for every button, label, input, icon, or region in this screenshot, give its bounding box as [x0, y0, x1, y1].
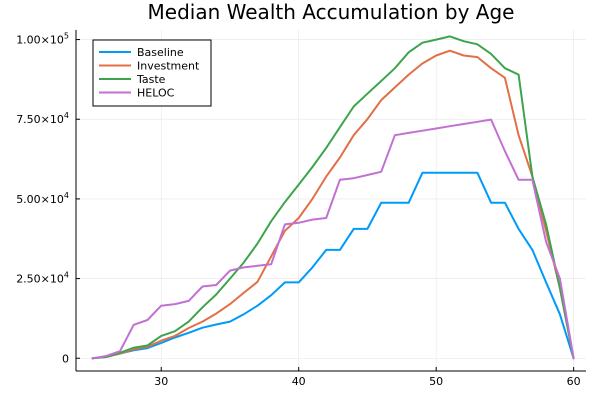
chart-title: Median Wealth Accumulation by Age [148, 0, 515, 24]
y-tick-label: 0 [62, 352, 69, 365]
y-tick-label: 7.50×104 [16, 111, 69, 126]
x-tick-label: 60 [567, 375, 581, 388]
series-line-taste [91, 35, 575, 360]
y-tick-label: 1.00×105 [16, 32, 69, 47]
series-line-baseline [91, 171, 575, 360]
grid-layer [76, 30, 586, 371]
series-layer [91, 35, 575, 360]
legend-label-heloc: HELOC [137, 87, 175, 100]
ticks-layer: 30 40 50 60 0 2.50×104 5.00×104 7.50×104 1.00×10… [16, 32, 580, 388]
legend-label-baseline: Baseline [137, 46, 184, 59]
y-tick-label: 5.00×104 [16, 191, 69, 206]
x-tick-label: 50 [429, 375, 443, 388]
series-line-investment [91, 49, 575, 360]
legend-label-taste: Taste [136, 73, 166, 86]
x-tick-label: 40 [292, 375, 306, 388]
series-line-heloc [91, 118, 575, 360]
y-tick-label: 2.50×104 [16, 271, 69, 286]
legend-label-investment: Investment [137, 60, 200, 73]
x-tick-label: 30 [154, 375, 168, 388]
